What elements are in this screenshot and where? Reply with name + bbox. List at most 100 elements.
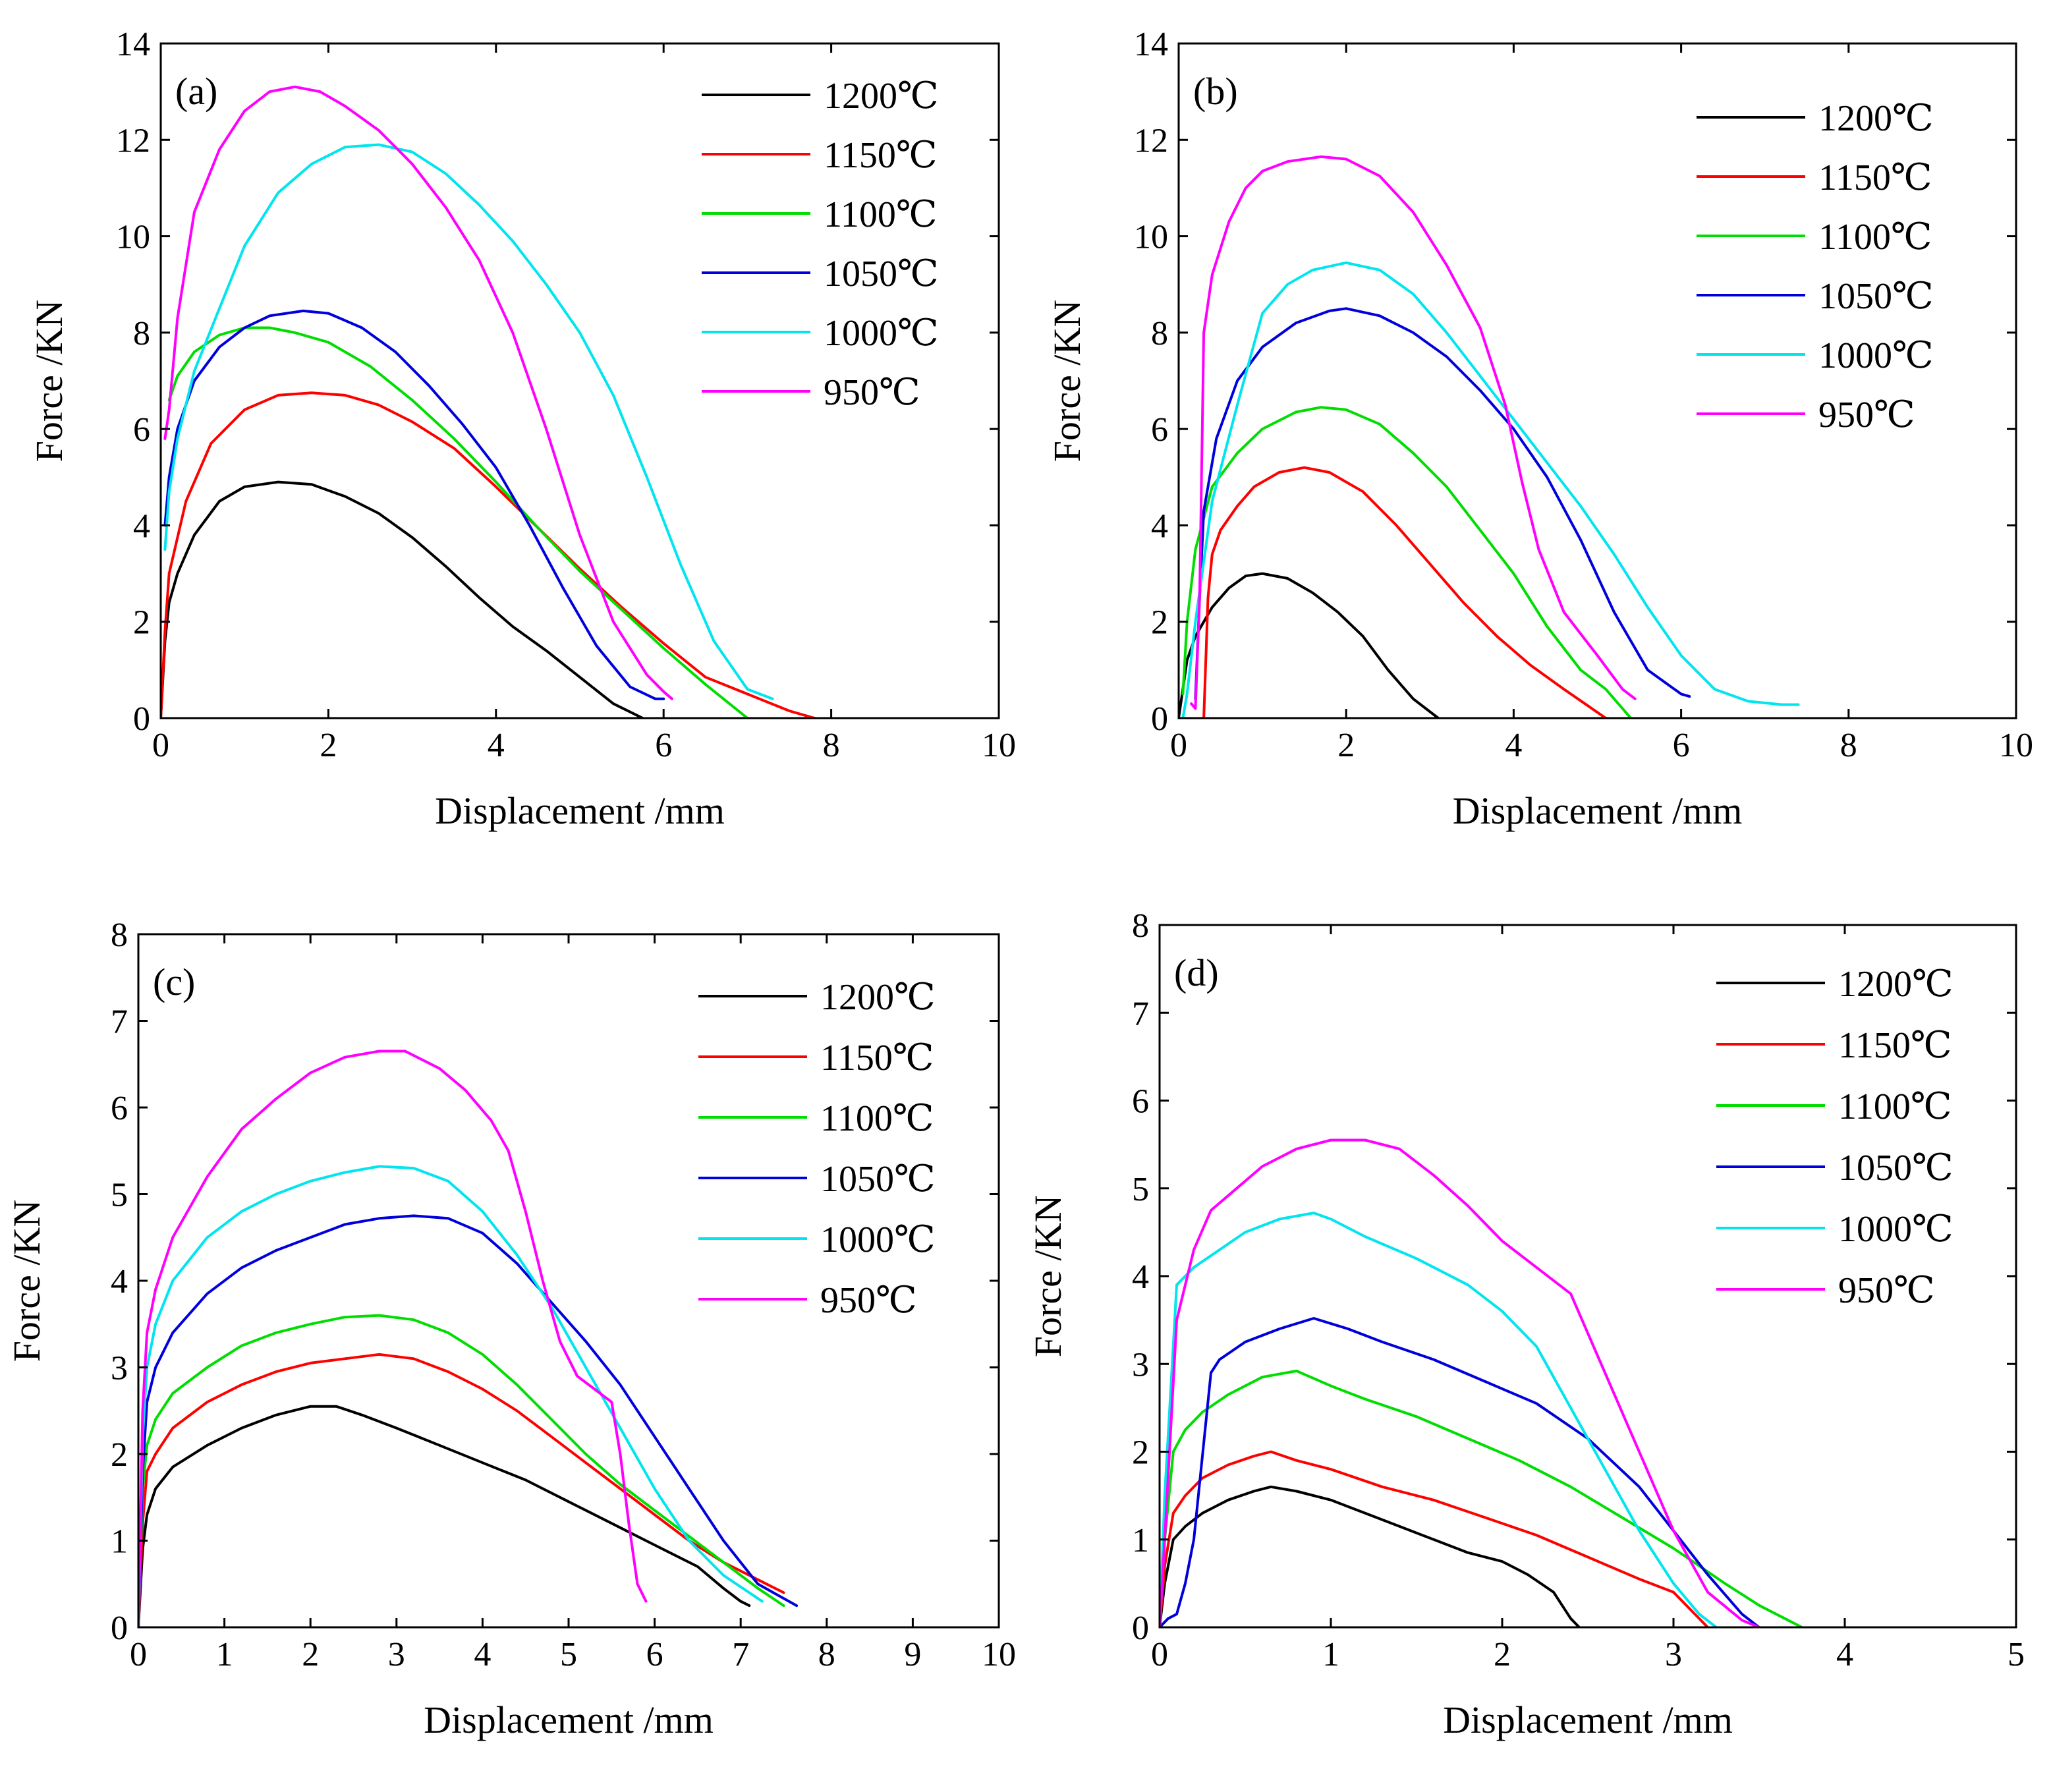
- y-tick-label: 5: [1132, 1171, 1149, 1208]
- x-tick-label: 2: [1494, 1636, 1511, 1673]
- series-line: [138, 1353, 785, 1627]
- x-tick-label: 5: [560, 1636, 577, 1673]
- legend-label: 950℃: [1818, 395, 1915, 435]
- series-line: [1181, 406, 1633, 718]
- legend-label: 1050℃: [824, 254, 939, 294]
- x-tick-label: 0: [1151, 1636, 1168, 1673]
- y-tick-label: 10: [116, 219, 150, 256]
- x-tick-label: 4: [1505, 727, 1522, 764]
- x-tick-label: 0: [130, 1636, 147, 1673]
- y-tick-label: 3: [111, 1350, 128, 1387]
- x-tick-label: 1: [1322, 1636, 1339, 1673]
- y-tick-label: 12: [1134, 122, 1168, 159]
- y-tick-label: 6: [111, 1090, 128, 1127]
- series-line: [1190, 155, 1637, 710]
- y-axis-title: Force /KN: [1026, 1195, 1069, 1357]
- y-tick-label: 1: [111, 1523, 128, 1561]
- x-tick-label: 10: [982, 727, 1016, 764]
- panel-label: (b): [1193, 70, 1238, 113]
- x-tick-label: 2: [1337, 727, 1355, 764]
- chart-panel: 0 2 4 6 8 10 0 2 4 6 8 10 12 14 Displacement /mm Force …: [1046, 26, 2033, 832]
- series-line: [161, 391, 816, 718]
- x-tick-label: 7: [732, 1636, 749, 1673]
- legend: 1200℃ 1150℃ 1100℃ 1050℃ 1000℃ 950℃: [1716, 964, 1953, 1311]
- y-tick-label: 10: [1134, 219, 1168, 256]
- series-line: [163, 85, 673, 700]
- chart-panel: 0 2 4 6 8 10 0 2 4 6 8 10 12 14 Displacement /mm Force …: [28, 26, 1016, 832]
- y-axis-title: Force /KN: [1046, 300, 1088, 462]
- plot-frame: [159, 42, 1000, 719]
- legend-label: 1100℃: [1838, 1086, 1952, 1127]
- series-line: [1181, 261, 1800, 718]
- y-tick-label: 12: [116, 122, 150, 159]
- x-tick-label: 6: [646, 1636, 663, 1673]
- y-axis-title: Force /KN: [28, 300, 70, 462]
- y-tick-label: 8: [1132, 907, 1149, 945]
- series-line: [138, 1214, 799, 1627]
- legend-label: 1200℃: [1818, 98, 1934, 139]
- panel-label: (a): [175, 70, 217, 113]
- series-line: [1179, 572, 1440, 718]
- chart-panel: 0 1 2 3 4 5 0 1 2 3 4 5 6 7 8 Displacement /mm Force /KN…: [1026, 907, 2025, 1741]
- legend-label: 1100℃: [820, 1098, 934, 1139]
- series-line: [1202, 466, 1608, 718]
- y-tick-label: 6: [1132, 1083, 1149, 1121]
- y-tick-label: 2: [1151, 604, 1168, 642]
- chart-panel: 0 1 2 3 4 5 6 7 8 9 10 0 1 2 3 4 5 6 7 8 Displacement /mm For…: [5, 916, 1016, 1741]
- y-tick-label: 14: [116, 26, 150, 63]
- legend-label: 1000℃: [824, 313, 939, 354]
- legend: 1200℃ 1150℃ 1100℃ 1050℃ 1000℃ 950℃: [1697, 98, 1934, 435]
- legend-label: 1000℃: [1838, 1209, 1953, 1250]
- y-tick-label: 4: [111, 1263, 128, 1301]
- x-tick-label: 2: [302, 1636, 319, 1673]
- series-line: [1194, 307, 1691, 700]
- legend: 1200℃ 1150℃ 1100℃ 1050℃ 1000℃ 950℃: [702, 76, 939, 413]
- legend-label: 1050℃: [1838, 1148, 1953, 1189]
- x-tick-label: 8: [823, 727, 840, 764]
- x-tick-label: 1: [216, 1636, 233, 1673]
- legend-label: 950℃: [824, 372, 920, 413]
- legend-label: 1150℃: [824, 135, 938, 176]
- y-tick-label: 3: [1132, 1346, 1149, 1384]
- x-axis-title: Displacement /mm: [435, 789, 725, 832]
- x-tick-label: 2: [320, 727, 337, 764]
- x-tick-label: 4: [474, 1636, 491, 1673]
- series-line: [161, 480, 644, 718]
- y-tick-label: 5: [111, 1177, 128, 1214]
- legend-label: 1050℃: [1818, 276, 1934, 317]
- y-tick-label: 4: [1151, 507, 1168, 545]
- y-tick-label: 7: [1132, 995, 1149, 1032]
- y-axis-title: Force /KN: [5, 1200, 48, 1362]
- legend-label: 1100℃: [1818, 217, 1932, 258]
- x-tick-label: 4: [488, 727, 505, 764]
- y-tick-label: 14: [1134, 26, 1168, 63]
- legend-label: 1000℃: [1818, 335, 1934, 376]
- x-axis-title: Displacement /mm: [424, 1698, 714, 1741]
- y-tick-label: 8: [111, 916, 128, 954]
- y-tick-label: 7: [111, 1003, 128, 1041]
- legend-label: 1200℃: [824, 76, 939, 117]
- x-axis-title: Displacement /mm: [1453, 789, 1743, 832]
- x-tick-label: 0: [1170, 727, 1187, 764]
- series-line: [1160, 1138, 1760, 1627]
- y-tick-label: 0: [133, 700, 150, 738]
- x-tick-label: 8: [818, 1636, 835, 1673]
- x-tick-label: 4: [1836, 1636, 1853, 1673]
- series-line: [138, 1314, 785, 1627]
- x-tick-label: 5: [2008, 1636, 2025, 1673]
- series-line: [167, 326, 749, 718]
- x-tick-label: 8: [1840, 727, 1857, 764]
- legend-label: 1150℃: [1838, 1025, 1952, 1066]
- legend-label: 1200℃: [820, 977, 936, 1018]
- series-line: [163, 143, 774, 700]
- x-tick-label: 6: [1673, 727, 1690, 764]
- x-tick-label: 10: [1999, 727, 2033, 764]
- x-axis-title: Displacement /mm: [1443, 1698, 1733, 1741]
- legend-label: 1150℃: [820, 1038, 934, 1078]
- x-tick-label: 6: [655, 727, 672, 764]
- y-tick-label: 4: [1132, 1258, 1149, 1296]
- y-tick-label: 6: [1151, 411, 1168, 449]
- y-tick-label: 8: [133, 315, 150, 352]
- x-tick-label: 10: [982, 1636, 1016, 1673]
